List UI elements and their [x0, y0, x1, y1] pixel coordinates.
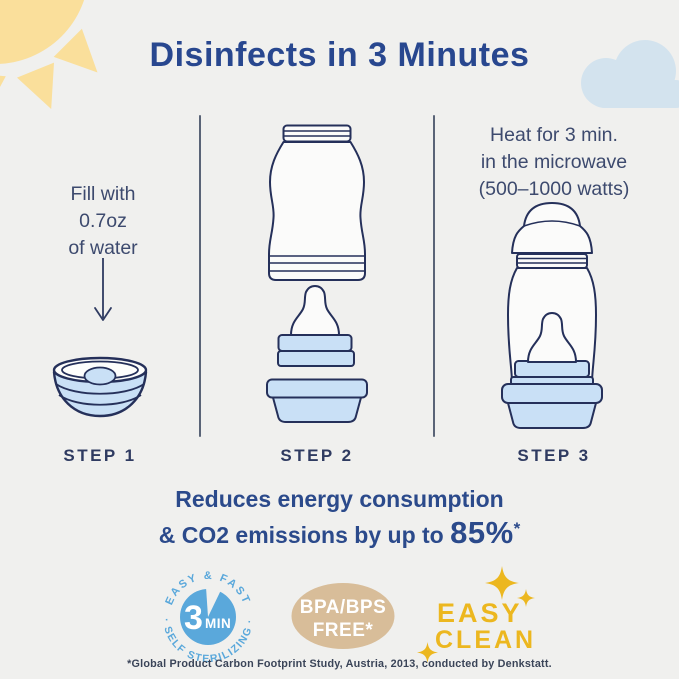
timer-wedge-icon — [206, 586, 221, 617]
collar-ring-top — [277, 334, 353, 352]
base-rim — [266, 378, 368, 399]
cap-crease-line — [523, 220, 581, 227]
bowl-band-line — [58, 394, 142, 406]
step1-instruction-line1: Fill with — [70, 183, 136, 205]
sterilizer-base-illustration — [266, 378, 368, 423]
step1-label: STEP 1 — [63, 446, 137, 465]
badge-minutes-unit: MIN — [205, 616, 231, 631]
assembled-collar — [514, 360, 590, 378]
assembled-base-rim — [501, 383, 603, 404]
step3-label: STEP 3 — [517, 446, 591, 465]
benefit-asterisk: * — [513, 519, 521, 538]
benefit-statement: Reduces energy consumption & CO2 emissio… — [0, 484, 679, 550]
sterilizer-bowl-illustration — [52, 356, 148, 418]
step1-instruction: Fill with 0.7oz of water — [3, 181, 203, 262]
bottle-body-illustration — [268, 124, 366, 281]
bpa-badge-line1: BPA/BPS — [300, 597, 387, 618]
base-body — [272, 396, 362, 423]
benefit-highlight: 85% — [450, 515, 514, 550]
bpa-free-badge: BPA/BPS FREE* — [291, 583, 395, 649]
bowl-center-mound — [83, 366, 117, 386]
divider-left — [199, 115, 201, 437]
page-title: Disinfects in 3 Minutes — [149, 36, 530, 74]
badge-minutes-number: 3 — [184, 599, 203, 637]
sparkle-icon — [517, 589, 535, 607]
divider-right — [433, 115, 435, 437]
nipple-and-collar-illustration — [277, 285, 355, 367]
step2-label: STEP 2 — [280, 446, 354, 465]
benefit-line2-text: & CO2 emissions by up to — [158, 522, 451, 548]
assembled-neck-band — [516, 253, 588, 269]
assembled-bottle-illustration — [501, 202, 603, 429]
step3-instruction-line3: (500–1000 watts) — [478, 178, 630, 200]
nipple — [290, 285, 340, 336]
easy-clean-line1: EASY — [437, 598, 523, 628]
step3-instruction: Heat for 3 min. in the microwave (500–10… — [434, 122, 674, 203]
step3-instruction-line2: in the microwave — [480, 151, 628, 173]
collar-ring-bottom — [277, 350, 355, 367]
step3-instruction-line1: Heat for 3 min. — [490, 124, 618, 146]
benefit-line2: & CO2 emissions by up to 85%* — [0, 514, 679, 550]
step1-instruction-line3: of water — [68, 237, 138, 259]
easy-clean-line2: CLEAN — [435, 626, 537, 654]
assembled-nipple — [527, 312, 577, 363]
cloud-icon — [581, 40, 679, 108]
benefit-line1: Reduces energy consumption — [175, 486, 504, 512]
step1-instruction-line2: 0.7oz — [79, 210, 127, 232]
easy-clean-badge: EASY CLEAN — [415, 556, 565, 666]
sparkle-icon — [417, 642, 438, 663]
bpa-badge-line2: FREE* — [313, 620, 374, 641]
down-arrow-icon — [94, 258, 112, 321]
self-sterilizing-badge: 3 MIN EASY & FAST · SELF STERILIZING · — [160, 570, 255, 665]
bottle-body — [268, 141, 366, 281]
sun-icon — [0, 0, 98, 109]
bottle-neck-threads — [282, 124, 352, 143]
assembled-cap — [511, 202, 593, 254]
bowl-band-line — [55, 383, 145, 395]
assembled-base-body — [507, 402, 597, 429]
footnote: *Global Product Carbon Footprint Study, … — [127, 658, 552, 670]
sparkle-icon — [485, 566, 519, 600]
bpa-badge-ellipse — [291, 583, 395, 649]
